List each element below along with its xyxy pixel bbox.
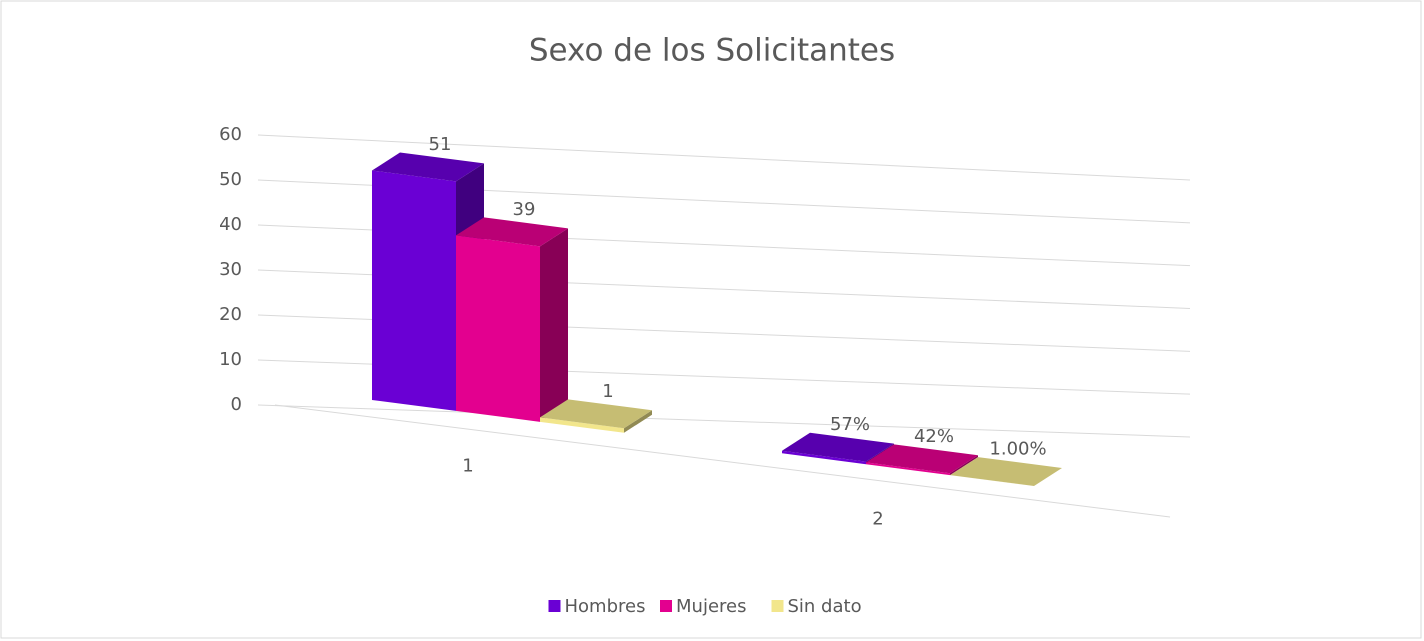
y-tick-label: 60	[219, 124, 242, 145]
bar	[866, 444, 978, 476]
data-label: 1.00%	[989, 439, 1046, 460]
y-tick-label: 20	[219, 304, 242, 325]
y-tick-label: 40	[219, 214, 242, 235]
bar-side	[540, 228, 568, 422]
legend-label: Mujeres	[676, 596, 746, 617]
data-label: 42%	[914, 426, 954, 447]
bar-front	[866, 462, 950, 476]
x-tick-label: 2	[872, 509, 883, 530]
data-label: 39	[513, 199, 536, 220]
legend-label: Hombres	[565, 596, 646, 617]
bar-front	[372, 170, 456, 411]
bar-side	[950, 455, 978, 476]
legend-swatch	[771, 600, 784, 612]
bar-front	[782, 450, 866, 465]
grid-line	[257, 134, 1191, 181]
bar-top	[782, 432, 894, 462]
bar-top	[950, 457, 1062, 487]
bar-front	[456, 235, 540, 422]
floor-edge	[274, 404, 1171, 518]
bar-top	[540, 399, 652, 429]
bar-top	[866, 444, 978, 474]
bar-top	[456, 217, 568, 247]
bar-front	[950, 475, 1034, 487]
bar	[950, 457, 1062, 487]
legend-label: Sin dato	[788, 596, 862, 617]
y-tick-label: 10	[219, 349, 242, 370]
bar-top	[372, 152, 484, 182]
bar-side	[624, 410, 652, 433]
grid-line	[257, 404, 1191, 438]
y-tick-label: 0	[231, 394, 242, 415]
legend-swatch	[660, 600, 672, 612]
bar-front	[540, 417, 624, 433]
data-label: 57%	[830, 414, 870, 435]
x-tick-label: 1	[462, 455, 473, 476]
y-tick-label: 30	[219, 259, 242, 280]
data-label: 1	[602, 381, 613, 402]
bar	[540, 399, 652, 433]
bar-side	[1034, 468, 1062, 487]
legend-swatch	[548, 600, 561, 612]
chart-title: Sexo de los Solicitantes	[529, 33, 895, 69]
y-tick-label: 50	[219, 169, 242, 190]
bar	[456, 217, 568, 422]
data-label: 51	[429, 134, 452, 155]
